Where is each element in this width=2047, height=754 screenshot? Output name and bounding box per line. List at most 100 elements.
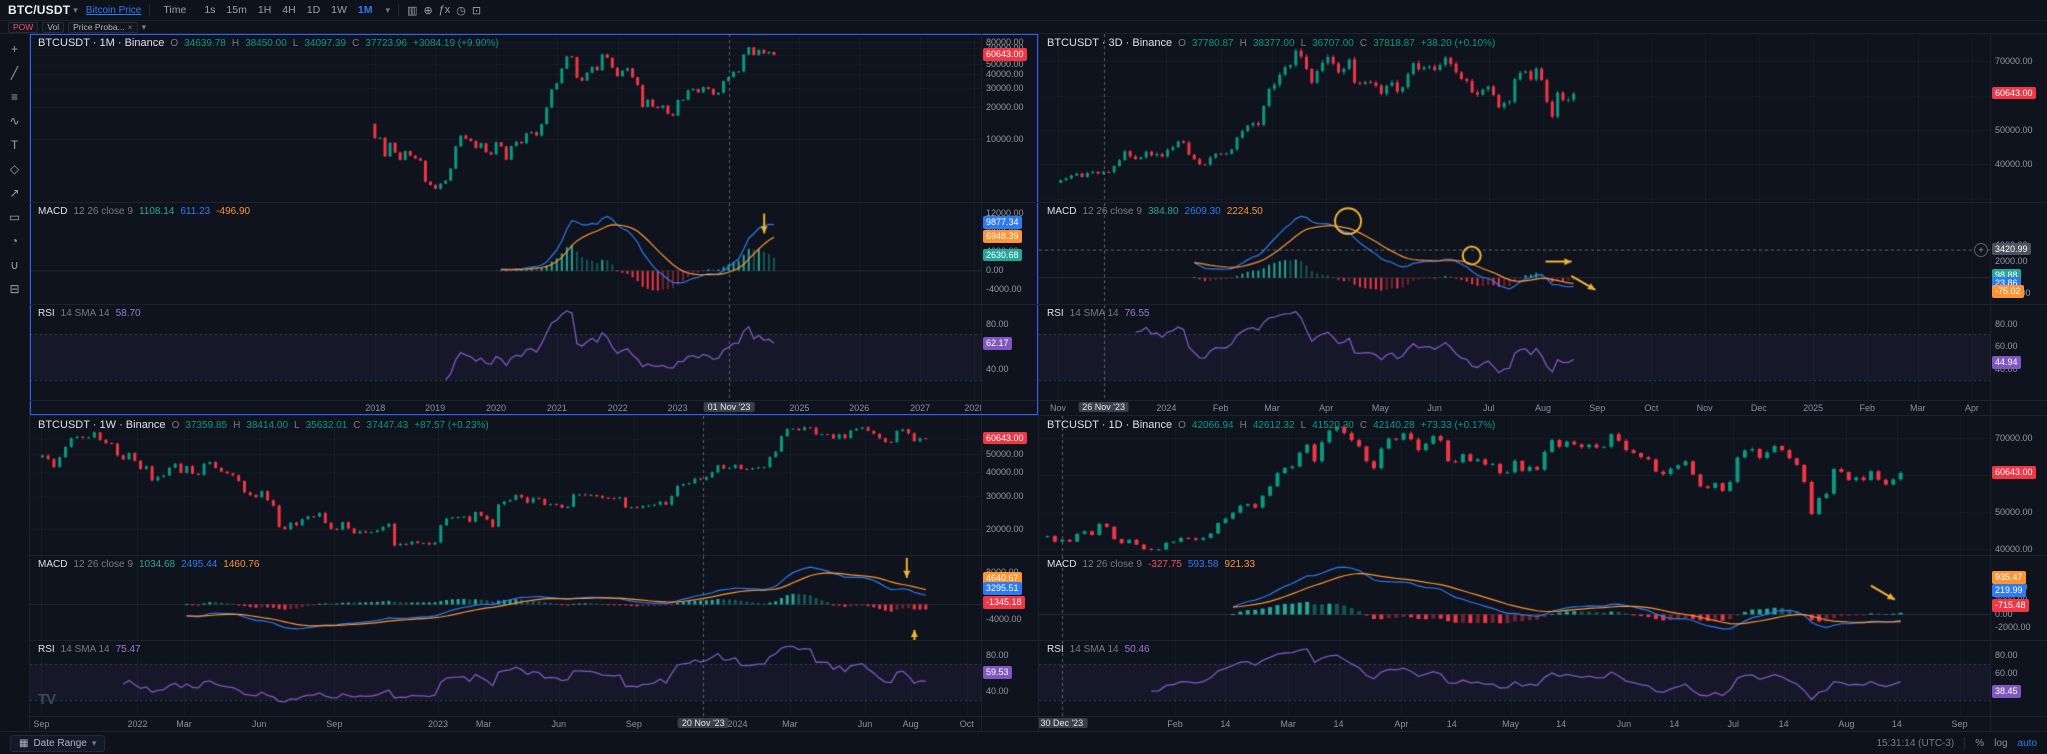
macd-canvas[interactable] [1039, 202, 1990, 305]
time-axis[interactable]: 2018 2019 2020 2021 2022 2023 2025 2026 2027 2028… [30, 400, 981, 415]
macd-axis[interactable]: 4000.002000.000.00-2000.00935.47219.99-7… [1990, 554, 2047, 640]
chart-panel-1w[interactable]: BTCUSDT · 1W · Binance O 37359.85 H 3841… [30, 416, 1038, 731]
interval-1H[interactable]: 1H [257, 4, 272, 16]
price-axis[interactable]: 60000.0050000.0040000.0030000.0020000.00… [981, 416, 1038, 555]
log-scale-button[interactable]: log [1994, 737, 2008, 749]
macd-canvas[interactable] [30, 202, 981, 305]
time-axis-label: 2024 [1156, 403, 1177, 413]
price-chart-canvas[interactable] [1039, 416, 1990, 555]
tab-vol[interactable]: Vol [42, 21, 65, 33]
rsi-canvas[interactable] [1039, 640, 1990, 716]
price-pane[interactable]: BTCUSDT · 1D · Binance O 42066.94 H 4261… [1039, 416, 1990, 555]
axis-label: 50000.00 [986, 449, 1024, 460]
rsi-canvas[interactable] [30, 640, 981, 716]
indicators-icon[interactable]: ƒx [438, 4, 451, 16]
tab-label: POW [13, 22, 34, 32]
pattern-icon[interactable]: ◇ [9, 162, 20, 176]
text-icon[interactable]: T [10, 138, 19, 152]
price-chart-canvas[interactable] [1039, 34, 1990, 202]
brush-icon[interactable]: ∿ [9, 114, 20, 128]
forecast-icon[interactable]: ↗ [9, 186, 20, 200]
interval-1W[interactable]: 1W [331, 4, 347, 16]
panel-title[interactable]: BTCUSDT · 3D · Binance [1047, 37, 1173, 49]
time-menu-button[interactable]: Time [163, 4, 187, 16]
price-axis[interactable]: 80000.0070000.0060000.0050000.0040000.00… [981, 34, 1038, 202]
rsi-pane[interactable]: RSI 14 SMA 14 76.55 [1039, 304, 1990, 400]
chart-panel-3d[interactable]: BTCUSDT · 3D · Binance O 37780.87 H 3837… [1039, 34, 2047, 415]
rsi-canvas[interactable] [1039, 305, 1990, 400]
cursor-icon[interactable]: + [10, 42, 18, 56]
macd-axis[interactable]: 12000.008000.004000.000.00-4000.009877.3… [981, 201, 1038, 305]
rsi-canvas[interactable] [30, 305, 981, 400]
time-axis[interactable]: Sep 2022 Mar Jun Sep 2023 Mar Jun Sep 2024 Mar Jun A… [30, 716, 981, 731]
time-axis-label: 2028 [964, 403, 981, 413]
zoom-icon[interactable]: ◔ [10, 234, 19, 248]
compare-icon[interactable]: ⊕ [423, 4, 433, 17]
time-axis[interactable]: Nov 2024 Feb Mar Apr May Jun Jul Aug Sep Oct Nov Dec… [1039, 400, 1990, 415]
tradingview-logo[interactable]: TV [38, 691, 56, 708]
rsi-pane[interactable]: RSI 14 SMA 14 58.70 [30, 304, 981, 400]
interval-1s[interactable]: 1s [204, 4, 216, 16]
interval-1D[interactable]: 1D [306, 4, 321, 16]
macd-axis[interactable]: 8000.004000.000.00-4000.004640.673295.51… [981, 554, 1038, 640]
alert-icon[interactable]: ◷ [456, 4, 466, 17]
time-axis-label: Sep [1951, 719, 1968, 729]
axis-label: 80.00 [1995, 318, 2018, 329]
price-pane[interactable]: BTCUSDT · 1W · Binance O 37359.85 H 3841… [30, 416, 981, 555]
magnet-icon[interactable]: ∪ [10, 258, 19, 272]
fib-retracement-icon[interactable]: ≡ [10, 90, 18, 104]
macd-value-badge: -75.02 [1992, 285, 2024, 299]
time-axis[interactable]: Feb 14 Mar 14 Apr 14 May 14 Jun 14 Jul 14 Aug 14 Sep 30… [1039, 716, 1990, 731]
price-chart-canvas[interactable] [30, 34, 981, 202]
time-axis-label: Mar [475, 719, 492, 729]
interval-4H[interactable]: 4H [282, 4, 296, 16]
macd-canvas[interactable] [1039, 555, 1990, 640]
tab-price-proba-[interactable]: Price Proba... × [68, 21, 138, 33]
close-icon[interactable]: × [127, 22, 133, 32]
auto-scale-button[interactable]: auto [2017, 737, 2037, 749]
chart-panel-1d[interactable]: BTCUSDT · 1D · Binance O 42066.94 H 4261… [1039, 416, 2047, 731]
interval-15m[interactable]: 15m [226, 4, 247, 16]
remove-drawings-icon[interactable]: ⊟ [9, 282, 20, 296]
time-axis-label: 2025 [789, 403, 810, 413]
tab-pow[interactable]: POW [8, 21, 39, 33]
macd-pane[interactable]: MACD 12 26 close 9 1034.68 2495.44 1460.… [30, 554, 981, 640]
chart-panel-1m[interactable]: BTCUSDT · 1M · Binance O 34639.78 H 3845… [30, 34, 1038, 415]
price-pane[interactable]: BTCUSDT · 3D · Binance O 37780.87 H 3837… [1039, 34, 1990, 202]
trendline-icon[interactable]: ╱ [10, 66, 19, 80]
macd-crosshair-marker[interactable]: + [1974, 242, 1988, 257]
interval-1M[interactable]: 1M [357, 4, 373, 16]
panel-title[interactable]: BTCUSDT · 1M · Binance [38, 37, 165, 49]
price-pane[interactable]: BTCUSDT · 1M · Binance O 34639.78 H 3845… [30, 34, 981, 202]
price-chart-canvas[interactable] [30, 416, 981, 555]
rsi-pane[interactable]: RSI 14 SMA 14 75.47 [30, 639, 981, 716]
measure-icon[interactable]: ▭ [8, 210, 21, 224]
panel-title[interactable]: BTCUSDT · 1D · Binance [1047, 419, 1173, 431]
macd-canvas[interactable] [30, 555, 981, 640]
symbol-button[interactable]: BTC/USDT ▾ [8, 3, 78, 17]
macd-pane[interactable]: MACD 12 26 close 9 -327.75 593.58 921.33 [1039, 554, 1990, 640]
time-axis-label: 2018 [365, 403, 386, 413]
tabs-caret-icon[interactable]: ▾ [141, 21, 147, 32]
macd-axis[interactable]: 4000.002000.000.00-2000.0098.8823.86-75.… [1990, 201, 2047, 305]
time-axis-label: Nov [1696, 403, 1713, 413]
macd-pane[interactable]: MACD 12 26 close 9 1108.14 611.23 -496.9… [30, 201, 981, 305]
date-range-button[interactable]: ▦ Date Range ▾ [10, 734, 106, 752]
panel-title[interactable]: BTCUSDT · 1W · Binance [38, 419, 166, 431]
bitcoin-price-link[interactable]: Bitcoin Price [85, 4, 142, 16]
interval-caret-icon[interactable]: ▾ [385, 4, 391, 15]
percent-scale-button[interactable]: % [1975, 737, 1985, 749]
macd-pane[interactable]: MACD 12 26 close 9 384.80 2609.30 2224.5… [1039, 201, 1990, 305]
screenshot-icon[interactable]: ⊡ [471, 4, 482, 17]
time-axis-label: 2023 [667, 403, 688, 413]
axis-label: 60.00 [1995, 341, 2018, 352]
bottombar-right: 15:31:14 (UTC-3) % log auto [1876, 737, 2037, 749]
candles-style-icon[interactable]: ▥ [407, 4, 418, 17]
rsi-pane[interactable]: RSI 14 SMA 14 50.46 [1039, 639, 1990, 716]
